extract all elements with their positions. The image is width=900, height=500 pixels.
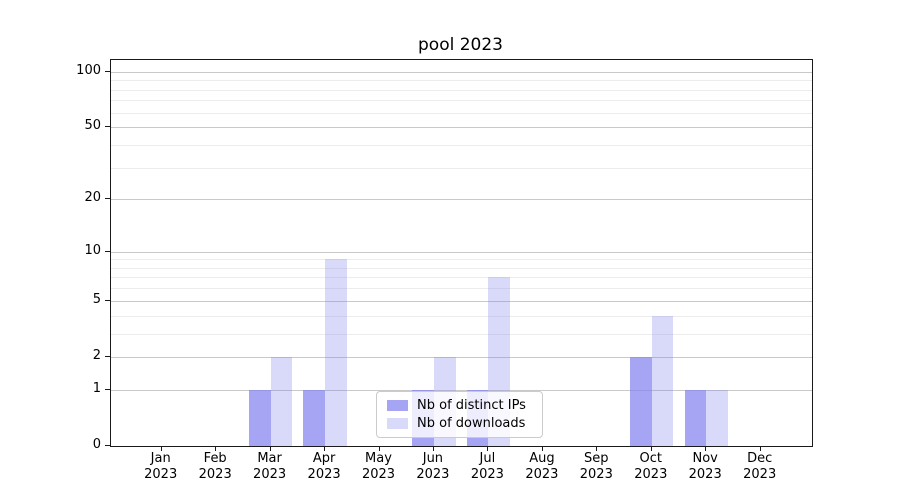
y-tick-label-0: 0 (92, 437, 101, 452)
y-tick-mark-0 (105, 445, 110, 446)
bar-series0-month4 (303, 389, 326, 446)
bar-series1-month10 (651, 315, 674, 446)
gridline-minor-8 (111, 267, 812, 269)
x-tick-mark-may (378, 446, 380, 451)
gridline-major-20 (111, 199, 812, 201)
bar-series0-month10 (630, 356, 652, 446)
x-tick-mark-apr (324, 446, 326, 451)
y-tick-label-2: 2 (92, 347, 101, 363)
x-tick-mark-jun (432, 446, 434, 451)
y-tick-label-10: 10 (84, 242, 101, 258)
x-tick-label-oct: Oct 2023 (634, 451, 668, 482)
x-tick-label-jul: Jul 2023 (470, 451, 504, 482)
y-tick-mark-2 (105, 355, 110, 357)
y-tick-mark-1 (105, 388, 110, 390)
y-tick-mark-100 (105, 70, 110, 72)
legend-label-downloads: Nb of downloads (417, 415, 526, 431)
legend-label-distinct-ips: Nb of distinct IPs (417, 398, 526, 414)
x-tick-label-jun: Jun 2023 (416, 451, 450, 482)
gridline-major-5 (111, 300, 812, 302)
gridline-minor-70 (111, 100, 812, 102)
x-tick-mark-jan (160, 446, 162, 451)
x-tick-label-mar: Mar 2023 (253, 451, 287, 482)
gridline-minor-3 (111, 333, 812, 335)
x-tick-mark-sep (596, 446, 598, 451)
gridline-major-2 (111, 356, 812, 358)
gridline-minor-7 (111, 277, 812, 279)
x-tick-label-apr: Apr 2023 (307, 451, 341, 482)
gridline-major-1 (111, 389, 812, 391)
gridline-minor-30 (111, 167, 812, 169)
gridline-minor-6 (111, 288, 812, 290)
x-tick-label-nov: Nov 2023 (688, 451, 722, 482)
gridline-minor-9 (111, 259, 812, 261)
y-tick-mark-10 (105, 250, 110, 252)
bar-series0-month3 (248, 389, 271, 446)
x-tick-mark-aug (541, 446, 543, 451)
y-tick-label-20: 20 (84, 190, 101, 206)
legend-row-distinct-ips: Nb of distinct IPs (387, 397, 532, 414)
x-tick-mark-nov (705, 446, 707, 451)
gridline-major-50 (111, 127, 812, 129)
y-tick-label-5: 5 (92, 291, 101, 307)
bar-series1-month3 (270, 356, 293, 446)
plot-area (110, 59, 813, 447)
y-tick-mark-50 (105, 126, 110, 128)
x-tick-label-dec: Dec 2023 (743, 451, 777, 482)
legend-row-downloads: Nb of downloads (387, 415, 532, 432)
x-tick-mark-feb (215, 446, 217, 451)
gridline-minor-40 (111, 144, 812, 146)
gridline-major-100 (111, 71, 812, 73)
bar-series1-month11 (706, 389, 728, 446)
gridline-major-10 (111, 251, 812, 253)
bar-series0-month11 (684, 389, 707, 446)
gridline-minor-80 (111, 89, 812, 91)
x-tick-label-may: May 2023 (361, 451, 396, 482)
y-tick-mark-5 (105, 299, 110, 301)
legend: Nb of distinct IPs Nb of downloads (376, 391, 543, 438)
x-tick-label-feb: Feb 2023 (198, 451, 232, 482)
chart-title: pool 2023 (418, 35, 503, 55)
x-tick-mark-dec (759, 446, 761, 451)
y-tick-label-1: 1 (92, 380, 101, 396)
legend-swatch-downloads (387, 417, 408, 429)
y-tick-label-50: 50 (84, 118, 101, 134)
x-tick-label-sep: Sep 2023 (579, 451, 613, 482)
gridline-minor-4 (111, 315, 812, 317)
x-tick-mark-oct (650, 446, 652, 451)
x-tick-label-aug: Aug 2023 (525, 451, 559, 482)
x-tick-mark-jul (487, 446, 489, 451)
y-tick-mark-20 (105, 198, 110, 200)
bar-series1-month4 (325, 259, 347, 446)
legend-swatch-distinct-ips (387, 400, 408, 412)
gridline-minor-90 (111, 80, 812, 82)
y-tick-label-100: 100 (76, 62, 101, 78)
x-tick-mark-mar (269, 446, 271, 451)
gridline-minor-60 (111, 112, 812, 114)
x-tick-label-jan: Jan 2023 (144, 451, 178, 482)
